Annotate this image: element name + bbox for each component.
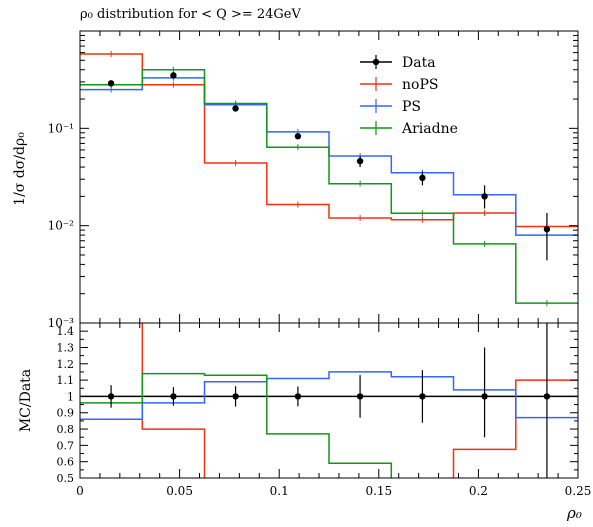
- ratio-data-point: [543, 393, 551, 400]
- legend-label: Ariadne: [401, 121, 458, 137]
- ratio-ps-line: [80, 371, 578, 421]
- ratio-y-tick-label: 1.1: [57, 374, 75, 387]
- data-point: [107, 80, 115, 87]
- series-ariadne-line: [80, 68, 578, 304]
- y-axis-label: 1/σ dσ/dρ₀: [12, 132, 28, 206]
- data-point: [294, 133, 302, 140]
- ratio-y-tick-label: 1.3: [57, 341, 75, 354]
- legend-item-nops: noPS: [360, 77, 438, 93]
- ratio-y-tick-label: 1: [67, 390, 74, 403]
- ratio-data-point: [481, 393, 488, 400]
- x-axis-label: ρ₀: [566, 504, 582, 522]
- chart-title: ρ₀ distribution for < Q >= 24GeV: [80, 7, 301, 22]
- legend: Data noPS PS Ariadne: [360, 55, 458, 137]
- legend-item-ps: PS: [360, 99, 421, 115]
- y-tick-label: 10⁻²: [48, 219, 75, 233]
- ratio-panel: 0.5 0.6 0.7 0.8 0.9 1 1.1 1.2 1.3 1.4 0 0.05 0.1 0.15…: [18, 322, 592, 498]
- x-tick-label: 0: [76, 484, 84, 498]
- ratio-data-point: [170, 393, 177, 400]
- ratio-ariadne-line: [80, 372, 393, 478]
- legend-item-ariadne: Ariadne: [360, 121, 458, 137]
- ratio-y-tick-label: 0.6: [57, 456, 75, 469]
- y-tick-label: 10⁻³: [48, 316, 75, 330]
- x-tick-label: 0.05: [166, 484, 193, 498]
- ratio-data-point: [356, 393, 364, 400]
- y-tick-label: 10⁻¹: [48, 121, 74, 135]
- ratio-y-tick-label: 1.2: [57, 358, 75, 371]
- x-tick-label: 0.15: [365, 484, 392, 498]
- x-tick-label: 0.2: [469, 484, 488, 498]
- ratio-data-point: [294, 393, 302, 400]
- main-panel: 10⁻¹ 10⁻² 10⁻³ 1/σ dσ/dρ₀: [12, 30, 579, 330]
- ratio-panel-frame: [79, 322, 579, 479]
- x-tick-label: 0.1: [270, 484, 289, 498]
- ratio-nops-line: [141, 323, 578, 478]
- ratio-y-axis-label: MC/Data: [18, 369, 34, 432]
- data-point: [543, 225, 551, 233]
- data-point: [481, 193, 488, 200]
- legend-marker: [372, 58, 380, 66]
- data-point: [170, 72, 177, 79]
- data-point: [419, 174, 426, 182]
- ratio-y-tick-label: 1.4: [57, 325, 75, 338]
- chart-title-text: ρ₀ distribution for < Q >= 24GeV: [80, 7, 301, 22]
- legend-label: noPS: [402, 77, 438, 93]
- legend-label: Data: [402, 55, 436, 71]
- ratio-data-point: [107, 393, 115, 400]
- data-point: [232, 105, 239, 112]
- ratio-y-tick-label: 0.8: [57, 423, 75, 436]
- legend-item-data: Data: [360, 55, 436, 71]
- ratio-y-tick-label: 0.7: [57, 439, 75, 452]
- legend-label: PS: [402, 99, 421, 115]
- ratio-data-point: [419, 393, 426, 400]
- ratio-y-tick-label: 0.5: [57, 472, 75, 485]
- data-point: [356, 157, 364, 165]
- ratio-y-tick-label: 0.9: [57, 407, 75, 420]
- ratio-data-point: [232, 393, 239, 400]
- x-tick-label: 0.25: [565, 484, 592, 498]
